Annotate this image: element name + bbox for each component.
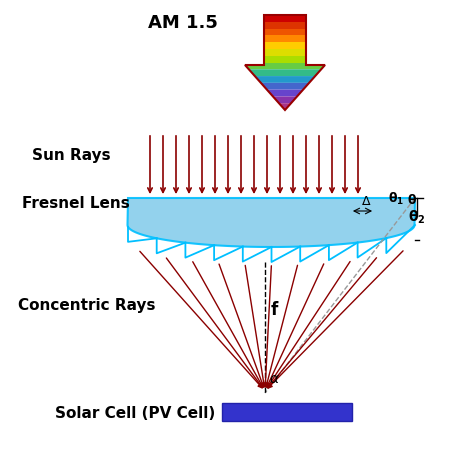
Polygon shape (263, 29, 305, 35)
Polygon shape (254, 76, 314, 83)
Text: $\bf\theta_1$: $\bf\theta_1$ (387, 191, 403, 207)
Text: $\Delta$: $\Delta$ (360, 195, 371, 208)
Polygon shape (263, 35, 305, 42)
Polygon shape (263, 56, 305, 63)
Polygon shape (244, 65, 324, 69)
Polygon shape (272, 96, 296, 103)
Polygon shape (266, 90, 303, 96)
Text: Fresnel Lens: Fresnel Lens (22, 196, 129, 211)
Polygon shape (260, 83, 308, 90)
Text: f: f (271, 301, 278, 319)
Polygon shape (278, 103, 290, 110)
Text: $\alpha$: $\alpha$ (268, 372, 279, 386)
Text: $\bf\theta_2$: $\bf\theta_2$ (407, 209, 424, 226)
Bar (221, 403, 351, 421)
Text: Sun Rays: Sun Rays (32, 148, 110, 163)
Polygon shape (127, 198, 414, 247)
Polygon shape (263, 49, 305, 56)
Text: Solar Cell (PV Cell): Solar Cell (PV Cell) (55, 406, 215, 421)
Polygon shape (263, 63, 305, 65)
Polygon shape (248, 69, 321, 76)
Polygon shape (263, 15, 305, 22)
Text: $\bf\theta$: $\bf\theta$ (406, 193, 416, 207)
Text: AM 1.5: AM 1.5 (147, 14, 217, 32)
Polygon shape (263, 22, 305, 29)
Text: Concentric Rays: Concentric Rays (18, 298, 155, 313)
Polygon shape (263, 42, 305, 49)
